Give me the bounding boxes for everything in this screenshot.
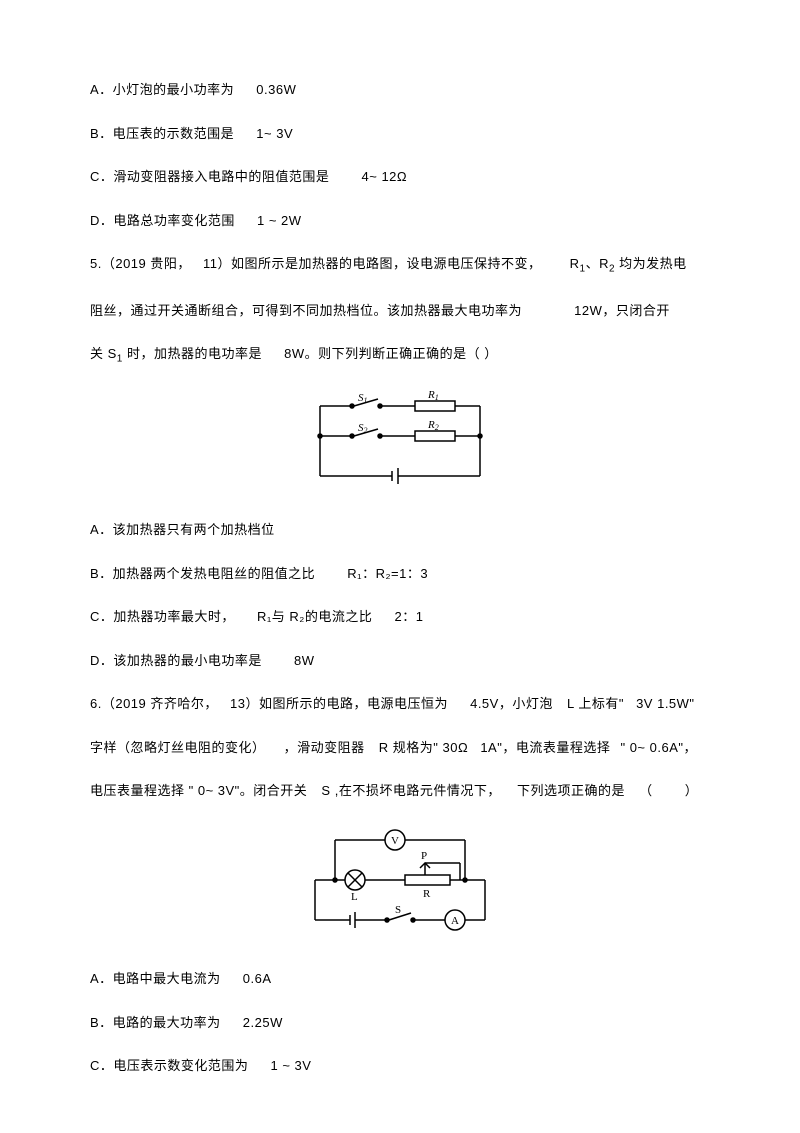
q6-s3e: ） (685, 783, 699, 798)
q4-opta-prefix: A．小灯泡的最小功率为 (90, 82, 234, 97)
q6-optb-value: 2.25W (243, 1015, 283, 1030)
q6-stem-line3: 电压表量程选择 " 0~ 3V"。闭合开关 S ,在不损坏电路元件情况下， 下列… (90, 781, 710, 801)
q5-optc-value: 2：1 (394, 609, 423, 624)
q6-s3d: （ (639, 783, 653, 798)
q6-option-b: B．电路的最大功率为 2.25W (90, 1013, 710, 1033)
q4-opta-value: 0.36W (256, 82, 296, 97)
q5-s3a: 关 S (90, 346, 117, 361)
svg-text:V: V (391, 835, 399, 847)
q5-s2a: 阻丝，通过开关通断组合，可得到不同加热档位。该加热器最大电功率为 (90, 303, 522, 318)
q5-opta: A．该加热器只有两个加热档位 (90, 522, 275, 537)
q5-optd-prefix: D．该加热器的最小电功率是 (90, 653, 262, 668)
q4-optc-value: 4~ 12Ω (362, 169, 408, 184)
q4-optc-prefix: C．滑动变阻器接入电路中的阻值范围是 (90, 169, 329, 184)
q5-stem-line1: 5.（2019 贵阳， 11）如图所示是加热器的电路图，设电源电压保持不变， R… (90, 254, 710, 277)
q4-option-c: C．滑动变阻器接入电路中的阻值范围是 4~ 12Ω (90, 167, 710, 187)
q4-optd-prefix: D．电路总功率变化范围 (90, 213, 235, 228)
q6-s2d: 1A"，电流表量程选择 (480, 740, 610, 755)
q4-optb-value: 1~ 3V (256, 126, 293, 141)
svg-text:S: S (395, 904, 401, 916)
q5-stem-line2: 阻丝，通过开关通断组合，可得到不同加热档位。该加热器最大电功率为 12W，只闭合… (90, 301, 710, 321)
q5-optd-value: 8W (294, 653, 315, 668)
q5-s1a: 5.（2019 贵阳， (90, 256, 191, 271)
q6-s2c: R 规格为" 30Ω (379, 740, 468, 755)
q6-s1c: 4.5V，小灯泡 (470, 696, 553, 711)
q6-optc-prefix: C．电压表示数变化范围为 (90, 1058, 248, 1073)
q5-s1c: R (570, 256, 580, 271)
svg-text:R1: R1 (427, 391, 439, 402)
q5-optb-value: R₁：R₂=1：3 (347, 566, 428, 581)
q6-opta-prefix: A．电路中最大电流为 (90, 971, 221, 986)
q4-optd-value: 1 ~ 2W (257, 213, 302, 228)
q6-s1a: 6.（2019 齐齐哈尔， (90, 696, 218, 711)
q5-s3c: 8W。则下列判断正确正确的是（ ） (284, 346, 498, 361)
q6-optc-value: 1 ~ 3V (271, 1058, 312, 1073)
svg-text:R2: R2 (427, 419, 439, 432)
svg-text:R: R (423, 888, 431, 900)
svg-text:S2: S2 (358, 422, 368, 435)
q6-option-c: C．电压表示数变化范围为 1 ~ 3V (90, 1056, 710, 1076)
q5-s1e: 均为发热电 (615, 256, 687, 271)
q5-optc-prefix: C．加热器功率最大时， (90, 609, 235, 624)
svg-text:A: A (451, 915, 459, 927)
svg-text:L: L (351, 891, 358, 903)
q4-option-d: D．电路总功率变化范围 1 ~ 2W (90, 211, 710, 231)
svg-text:S1: S1 (358, 392, 368, 405)
q6-s1d: L 上标有" (567, 696, 624, 711)
q6-opta-value: 0.6A (243, 971, 272, 986)
q5-option-d: D．该加热器的最小电功率是 8W (90, 651, 710, 671)
q6-s3a: 电压表量程选择 " 0~ 3V"。闭合开关 (90, 783, 307, 798)
q6-s2b: ，滑动变阻器 (284, 740, 365, 755)
q5-s2b: 12W，只闭合开 (574, 303, 670, 318)
q6-s1e: 3V 1.5W" (636, 696, 694, 711)
q5-optb-prefix: B．加热器两个发热电阻丝的阻值之比 (90, 566, 315, 581)
q6-s3c: 下列选项正确的是 (517, 783, 625, 798)
q5-option-c: C．加热器功率最大时， R₁与 R₂的电流之比 2：1 (90, 607, 710, 627)
q4-option-b: B．电压表的示数范围是 1~ 3V (90, 124, 710, 144)
q5-optc-mid: R₁与 R₂的电流之比 (257, 609, 372, 624)
q5-s3b: 时，加热器的电功率是 (123, 346, 262, 361)
q5-option-a: A．该加热器只有两个加热档位 (90, 520, 710, 540)
q4-option-a: A．小灯泡的最小功率为 0.36W (90, 80, 710, 100)
q6-s1b: 13）如图所示的电路，电源电压恒为 (230, 696, 448, 711)
q4-optb-prefix: B．电压表的示数范围是 (90, 126, 234, 141)
q6-option-a: A．电路中最大电流为 0.6A (90, 969, 710, 989)
q6-s2e: " 0~ 0.6A"， (620, 740, 697, 755)
q5-stem-line3: 关 S1 时，加热器的电功率是 8W。则下列判断正确正确的是（ ） (90, 344, 710, 367)
q6-s2a: 字样（忽略灯丝电阻的变化） (90, 740, 266, 755)
svg-text:P: P (421, 850, 427, 862)
q5-circuit-diagram: S1 R1 S2 R2 (90, 391, 710, 497)
q5-s1d: 、R (586, 256, 609, 271)
q6-circuit-diagram: V L P R S A (90, 825, 710, 946)
q6-stem-line1: 6.（2019 齐齐哈尔， 13）如图所示的电路，电源电压恒为 4.5V，小灯泡… (90, 694, 710, 714)
q5-option-b: B．加热器两个发热电阻丝的阻值之比 R₁：R₂=1：3 (90, 564, 710, 584)
q6-stem-line2: 字样（忽略灯丝电阻的变化） ，滑动变阻器 R 规格为" 30Ω 1A"，电流表量… (90, 738, 710, 758)
q6-optb-prefix: B．电路的最大功率为 (90, 1015, 221, 1030)
q5-s1b: 11）如图所示是加热器的电路图，设电源电压保持不变， (203, 256, 542, 271)
q6-s3b: S ,在不损坏电路元件情况下， (321, 783, 500, 798)
